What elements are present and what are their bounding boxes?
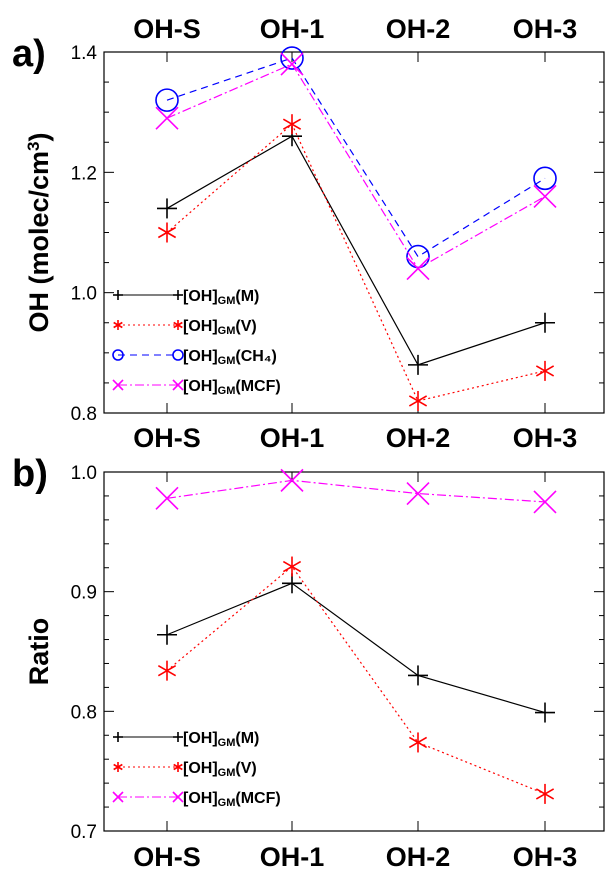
panel-b-legend-marker-right-1 xyxy=(173,762,183,772)
panel-b-category-label: OH-1 xyxy=(260,842,325,872)
panel-a-ytick-label: 1.2 xyxy=(71,163,97,184)
panel-b: 0.7 0.8 0.9 1.0 OH-S OH-1 OH-2 OH-3 b) Ratio [OH]G… xyxy=(12,453,605,872)
panel-b-series-line-0 xyxy=(166,582,546,714)
panel-a-legend-marker-left-2 xyxy=(112,349,124,361)
panel-a-series-line-0 xyxy=(166,135,546,366)
panel-b-series-1-point-1 xyxy=(282,556,302,577)
panel-a-series-0-point-0 xyxy=(157,198,177,219)
panel-b-series-1-point-2 xyxy=(408,732,428,753)
panel-a-category-label: OH-S xyxy=(133,423,201,453)
panel-b-legend-marker-right-0 xyxy=(173,732,183,742)
panel-b-ytick-label: 1.0 xyxy=(71,463,97,484)
panel-b-legend-label-0: [OH]GM(M) xyxy=(183,730,259,749)
panel-a-series-1-point-3 xyxy=(535,360,555,381)
panel-a-ytick-label: 0.8 xyxy=(71,404,97,425)
panel-a-category-label: OH-1 xyxy=(260,423,325,453)
panel-a-series-3-point-3 xyxy=(533,184,557,208)
panel-a-legend-label-3: [OH]GM(MCF) xyxy=(183,378,281,397)
panel-a-legend-marker-right-1 xyxy=(173,320,183,330)
panel-a-series-3-point-2 xyxy=(406,257,430,281)
panel-a-tag: a) xyxy=(12,33,46,75)
panel-a-category-label-top: OH-1 xyxy=(260,14,325,44)
panel-b-legend-marker-right-2 xyxy=(172,791,184,803)
panel-a-series-2-point-3 xyxy=(533,166,557,191)
panel-b-series-1-point-0 xyxy=(157,660,177,681)
panel-b-series-2-point-3 xyxy=(533,490,557,514)
panel-a-category-label: OH-2 xyxy=(386,423,451,453)
panel-b-series-0-point-2 xyxy=(408,665,428,686)
panel-a-legend-marker-right-3 xyxy=(172,379,184,391)
panel-a-series-line-3 xyxy=(166,63,546,270)
panel-b-plot-frame xyxy=(103,471,605,832)
panel-b-legend-label-2: [OH]GM(MCF) xyxy=(183,790,281,809)
panel-a-ytick-label: 1.4 xyxy=(71,43,98,64)
panel-b-ytick-label: 0.7 xyxy=(71,822,97,843)
panel-b-series-2-point-2 xyxy=(406,481,430,506)
panel-a-ytick-label: 1.0 xyxy=(71,284,97,305)
panel-a: 0.8 1.0 1.2 1.4 OH-S OH-S OH-1 OH-1 OH-2 OH-2 OH-3… xyxy=(12,14,605,453)
panel-b-legend-marker-left-0 xyxy=(113,732,123,742)
panel-b-category-label: OH-S xyxy=(133,842,201,872)
panel-b-legend-marker-left-2 xyxy=(112,791,124,803)
panel-a-series-2-point-1 xyxy=(280,46,304,70)
panel-b-series-2-point-1 xyxy=(280,468,304,492)
panel-b-ylabel: Ratio xyxy=(24,618,54,686)
panel-b-series-0-point-3 xyxy=(535,702,555,723)
panel-b-series-0-point-0 xyxy=(157,624,177,645)
panel-b-series-line-1 xyxy=(166,565,546,795)
panel-b-legend-marker-left-1 xyxy=(113,762,123,772)
panel-b-category-label: OH-3 xyxy=(513,842,578,872)
panel-a-plot-frame xyxy=(103,51,605,414)
panel-b-tag: b) xyxy=(12,453,48,495)
panel-a-legend-label-2: [OH]GM(CH₄) xyxy=(183,348,277,367)
panel-b-series-2-point-0 xyxy=(155,486,179,510)
panel-a-legend-marker-left-0 xyxy=(113,290,123,300)
panel-a-ylabel-sup: 3 xyxy=(24,141,43,150)
panel-a-category-label-top: OH-2 xyxy=(386,14,451,44)
panel-a-legend-label-0: [OH]GM(M) xyxy=(183,288,259,307)
panel-b-category-label: OH-2 xyxy=(386,842,451,872)
panel-a-legend-marker-left-3 xyxy=(112,379,124,391)
panel-b-series-1-point-3 xyxy=(535,783,555,804)
panel-b-legend-label-1: [OH]GM(V) xyxy=(183,760,257,779)
panel-a-legend-label-1: [OH]GM(V) xyxy=(183,318,257,337)
panel-a-series-0-point-2 xyxy=(408,354,428,375)
panel-a-series-2-point-0 xyxy=(155,88,179,112)
panel-a-series-1-point-2 xyxy=(408,390,428,411)
panel-a-category-label-top: OH-3 xyxy=(513,14,578,44)
panel-b-ytick-label: 0.9 xyxy=(71,583,97,604)
panel-a-category-label-top: OH-S xyxy=(133,14,201,44)
panel-a-series-1-point-0 xyxy=(157,222,177,243)
panel-b-series-0-point-1 xyxy=(282,573,302,594)
panel-a-series-3-point-0 xyxy=(155,106,179,130)
panel-b-series-line-2 xyxy=(166,479,546,503)
panel-a-legend-marker-right-0 xyxy=(173,290,183,300)
panel-a-category-label: OH-3 xyxy=(513,423,578,453)
panel-a-legend-marker-right-2 xyxy=(172,349,184,361)
panel-a-series-1-point-1 xyxy=(282,114,302,135)
panel-a-series-line-2 xyxy=(166,57,546,258)
panel-a-series-0-point-3 xyxy=(535,312,555,333)
panel-a-ylabel: OH (molec/cm3) xyxy=(24,132,55,332)
panel-a-ylabel-close: ) xyxy=(24,132,54,141)
panel-a-series-3-point-1 xyxy=(280,52,304,76)
panel-a-legend-marker-left-1 xyxy=(113,320,123,330)
panel-b-ytick-label: 0.8 xyxy=(71,702,97,723)
